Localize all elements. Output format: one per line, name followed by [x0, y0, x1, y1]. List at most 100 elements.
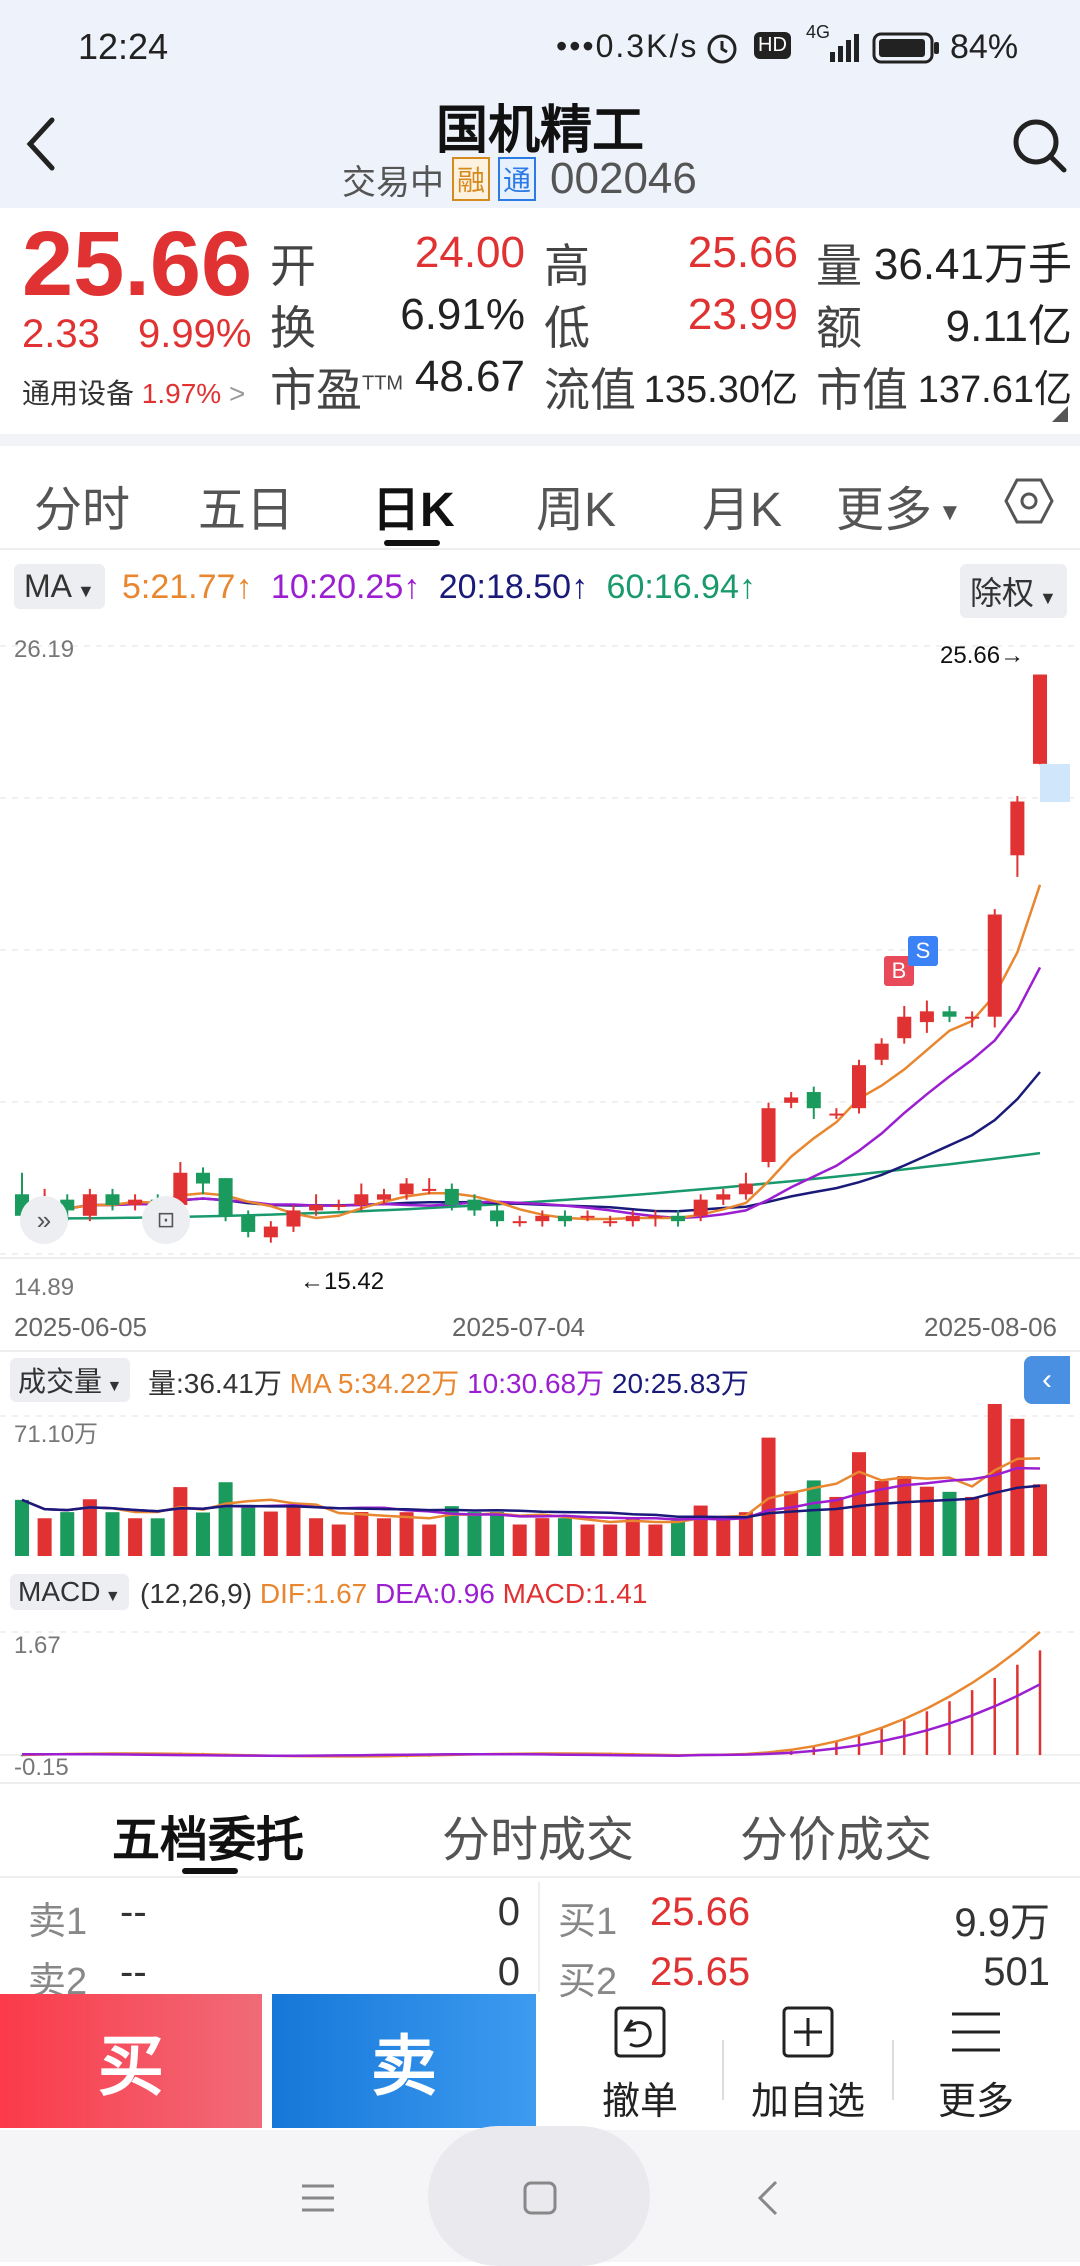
- add-watchlist-button[interactable]: 加自选: [728, 1994, 888, 2128]
- turnover-value: 6.91%: [400, 290, 525, 339]
- price-change-pct: 9.99%: [138, 312, 252, 356]
- back-icon[interactable]: [18, 114, 62, 174]
- tab-order-book[interactable]: 五档委托: [112, 1814, 305, 1867]
- volume-bar: [150, 1518, 165, 1556]
- sell-signal-marker[interactable]: S: [908, 936, 938, 966]
- volume-bar: [648, 1524, 663, 1556]
- menu-icon: [952, 2012, 1000, 2052]
- tab-five-day[interactable]: 五日: [198, 484, 295, 537]
- tab-tick-trades[interactable]: 分时成交: [442, 1814, 635, 1867]
- volume-bar: [897, 1476, 912, 1556]
- candle-body: [286, 1210, 301, 1227]
- amount-label: 额: [816, 302, 862, 354]
- candle-body: [942, 1011, 957, 1017]
- adjust-selector[interactable]: 除权 ▼: [960, 564, 1067, 618]
- volume-bar: [965, 1496, 980, 1556]
- candle-body: [512, 1221, 527, 1224]
- buy2-vol: 501: [983, 1950, 1050, 1994]
- sector-link[interactable]: 通用设备 1.97% >: [22, 378, 246, 409]
- tab-intraday[interactable]: 分时: [34, 484, 131, 537]
- sell2-vol: 0: [497, 1950, 520, 1994]
- volume-bar: [693, 1505, 708, 1556]
- stock-subinfo: 交易中 融 通 002046: [342, 154, 697, 204]
- signal-icon: [830, 34, 859, 62]
- volume-bar: [942, 1491, 957, 1556]
- tab-daily-k[interactable]: 日K: [372, 484, 455, 537]
- candle-body: [444, 1188, 459, 1206]
- tab-price-volume[interactable]: 分价成交: [740, 1814, 933, 1867]
- home-icon[interactable]: [522, 2180, 558, 2216]
- candle-body: [897, 1016, 912, 1039]
- candle-body: [263, 1226, 278, 1238]
- expand-left-icon[interactable]: »: [20, 1196, 68, 1244]
- candle-body: [806, 1092, 821, 1109]
- candle-body: [738, 1183, 753, 1195]
- recents-icon[interactable]: [300, 2180, 336, 2216]
- price-range-marker: [1040, 764, 1070, 802]
- candle-body: [603, 1221, 618, 1224]
- collapse-panel-icon[interactable]: ‹: [1024, 1356, 1070, 1404]
- volume-bar: [716, 1518, 731, 1556]
- volume-bar: [263, 1511, 278, 1556]
- y-max-label: 26.19: [14, 636, 75, 663]
- ma-selector[interactable]: MA ▼: [14, 564, 105, 609]
- volume-bar: [60, 1512, 75, 1556]
- candle-body: [105, 1194, 120, 1206]
- divider: [0, 1782, 1080, 1784]
- sell-button[interactable]: 卖: [272, 1994, 536, 2128]
- y-min-label: 14.89: [14, 1274, 75, 1301]
- candle-body: [535, 1215, 550, 1222]
- mkt-cap-value: 137.61亿: [917, 369, 1072, 411]
- vol-ma20-line: [21, 1484, 1041, 1519]
- buy-button[interactable]: 买: [0, 1994, 262, 2128]
- macd-chart[interactable]: [0, 1622, 1080, 1778]
- sector-pct: 1.97%: [141, 378, 222, 409]
- candle-body: [625, 1215, 640, 1222]
- volume-bar: [512, 1524, 527, 1556]
- pe-value: 48.67: [414, 352, 525, 401]
- divider: [0, 1350, 1080, 1352]
- candle-body: [128, 1199, 143, 1206]
- float-cap-label: 流值: [544, 364, 636, 416]
- tab-more[interactable]: 更多 ▼: [836, 484, 962, 537]
- expand-corner-icon[interactable]: [1050, 404, 1070, 424]
- candlestick-chart[interactable]: [0, 630, 1080, 1350]
- volume-bar: [829, 1496, 844, 1556]
- divider: [538, 1882, 540, 1992]
- tab-weekly-k[interactable]: 周K: [536, 484, 617, 537]
- sell1-label: 卖1: [28, 1901, 88, 1943]
- candle-body: [761, 1108, 776, 1162]
- candle-body: [60, 1199, 75, 1211]
- settings-hex-icon[interactable]: [1004, 476, 1054, 526]
- ma5-line: [21, 884, 1042, 1221]
- separator: [0, 434, 1080, 446]
- volume-value: 36.41万手: [873, 240, 1072, 289]
- volume-bar: [625, 1518, 640, 1556]
- candle-body: [874, 1043, 889, 1060]
- cancel-order-button[interactable]: 撤单: [560, 1994, 720, 2128]
- drawing-tool-icon[interactable]: ⊡: [142, 1196, 190, 1244]
- search-icon[interactable]: [1010, 116, 1070, 176]
- volume-bar: [557, 1518, 572, 1556]
- volume-bar: [535, 1518, 550, 1556]
- status-bar: 12:24 •••0.3K/s HD 4G 84%: [0, 0, 1080, 96]
- tab-active-indicator: [384, 540, 440, 546]
- battery-pct: 84%: [950, 28, 1019, 66]
- buy1-label: 买1: [558, 1901, 618, 1943]
- volume-bar: [919, 1486, 934, 1556]
- volume-selector[interactable]: 成交量 ▼: [10, 1358, 131, 1402]
- volume-chart[interactable]: [0, 1404, 1080, 1560]
- volume-bar: [490, 1511, 505, 1556]
- candle-body: [1010, 801, 1025, 856]
- volume-header: 成交量 ▼ 量:36.41万 MA 5:34.22万 10:30.68万 20:…: [0, 1354, 1080, 1404]
- macd-header: MACD ▼ (12,26,9) DIF:1.67 DEA:0.96 MACD:…: [0, 1572, 1080, 1622]
- more-button[interactable]: 更多: [896, 1994, 1056, 2128]
- stock-name: 国机精工: [435, 102, 644, 160]
- tab-monthly-k[interactable]: 月K: [702, 484, 783, 537]
- macd-selector[interactable]: MACD ▼: [10, 1574, 129, 1610]
- nav-back-icon[interactable]: [752, 2178, 782, 2218]
- volume-bar: [1032, 1484, 1048, 1556]
- candle-body: [399, 1183, 414, 1195]
- signal-label: 4G: [806, 22, 831, 42]
- candle-body: [965, 1016, 980, 1019]
